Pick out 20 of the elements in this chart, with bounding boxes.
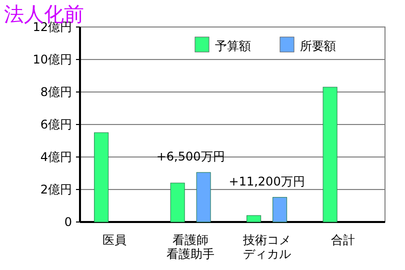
legend-label: 所要額 xyxy=(300,39,336,53)
annotation: +11,200万円 xyxy=(228,174,305,188)
y-tick-label: 4億円 xyxy=(40,150,72,164)
x-tick-label: 合計 xyxy=(331,233,356,247)
y-tick-label: 8億円 xyxy=(40,85,72,99)
y-tick-label: 0 xyxy=(64,215,72,229)
bar xyxy=(196,172,211,222)
bar xyxy=(246,215,262,222)
legend-label: 予算額 xyxy=(215,39,251,53)
bar xyxy=(170,182,185,222)
x-tick-label: 看護師看護助手 xyxy=(166,233,215,261)
y-tick-label: 2億円 xyxy=(40,182,72,196)
bar xyxy=(322,86,338,222)
bar xyxy=(94,132,109,222)
x-tick-label: 医員 xyxy=(102,233,126,247)
y-tick-label: 6億円 xyxy=(40,118,72,132)
annotation: +6,500万円 xyxy=(156,149,225,164)
y-tick-label: 10億円 xyxy=(32,52,72,66)
x-tick-label: 技術コメディカル xyxy=(242,233,291,261)
bar xyxy=(272,197,288,222)
